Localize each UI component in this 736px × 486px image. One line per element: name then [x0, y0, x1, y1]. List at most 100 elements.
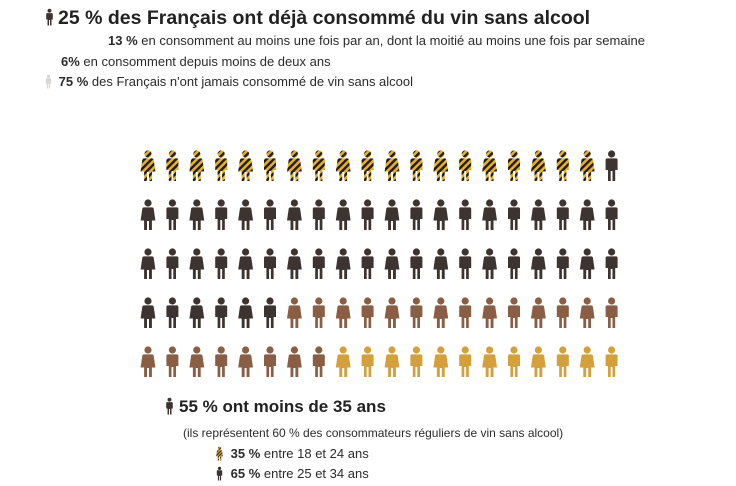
person-yearly_other	[508, 248, 520, 279]
person-weekly	[166, 150, 179, 181]
person-yearly_other	[140, 297, 156, 328]
person-gold	[579, 346, 595, 377]
person-yearly_other	[579, 199, 595, 230]
person-weekly	[238, 150, 253, 181]
person-yearly_other	[433, 199, 449, 230]
person-gold	[410, 346, 423, 377]
person-icon-dark	[216, 466, 223, 481]
stat-75-line: 75 % des Français n'ont jamais consommé …	[44, 74, 413, 89]
person-yearly_other	[410, 248, 423, 279]
stat-13-value: 13 %	[108, 33, 138, 48]
person-weekly	[433, 150, 449, 181]
age-title: 55 % ont moins de 35 ans	[164, 397, 386, 417]
person-weekly	[579, 150, 595, 181]
stat-6-text: en consomment depuis moins de deux ans	[83, 54, 331, 69]
person-mid_brown	[531, 297, 546, 328]
person-gold	[384, 346, 400, 377]
person-yearly_other	[166, 199, 179, 230]
stat-13-text: en consomment au moins une fois par an, …	[141, 33, 645, 48]
person-weekly	[482, 150, 497, 181]
person-weekly	[361, 150, 374, 181]
person-weekly	[264, 150, 276, 181]
person-yearly_other	[384, 248, 400, 279]
person-mid_brown	[166, 346, 179, 377]
person-mid_brown	[433, 297, 449, 328]
age-group-25-34: 65 % entre 25 et 34 ans	[215, 466, 369, 481]
stat-75-text: des Français n'ont jamais consommé de vi…	[91, 74, 414, 89]
person-weekly	[189, 150, 205, 181]
person-weekly	[140, 150, 156, 181]
person-recent_6	[361, 297, 374, 328]
person-recent_6	[312, 297, 325, 328]
person-yearly_other	[482, 199, 497, 230]
person-yearly_other	[287, 248, 302, 279]
person-yearly_other	[215, 297, 228, 328]
person-gold	[335, 346, 351, 377]
age-group-25-34-value: 65 %	[230, 466, 261, 481]
age-subtitle: (ils représentent 60 % des consommateurs…	[183, 426, 564, 440]
stat-75-value: 75 %	[58, 74, 89, 89]
person-yearly_other	[189, 199, 205, 230]
person-yearly_other	[166, 297, 179, 328]
person-gold	[361, 346, 374, 377]
person-gold	[605, 346, 618, 377]
person-icon	[166, 397, 173, 415]
person-yearly_other	[579, 248, 595, 279]
person-yearly_other	[189, 297, 205, 328]
person-recent_6	[410, 297, 423, 328]
person-yearly_other	[140, 199, 156, 230]
person-gold	[556, 346, 569, 377]
person-mid_brown	[189, 346, 205, 377]
headline: 25 % des Français ont déjà consommé du v…	[44, 7, 590, 30]
person-yearly_other	[459, 199, 472, 230]
person-gold	[433, 346, 449, 377]
person-yearly_other	[361, 199, 374, 230]
person-icon-striped	[216, 446, 223, 461]
person-mid_brown	[215, 346, 228, 377]
person-recent_6	[287, 297, 302, 328]
person-mid_brown	[579, 297, 595, 328]
person-yearly_other	[215, 199, 228, 230]
person-weekly	[335, 150, 351, 181]
person-yearly_other	[189, 248, 205, 279]
person-mid_brown	[459, 297, 472, 328]
person-mid_brown	[482, 297, 497, 328]
person-gold	[459, 346, 472, 377]
person-yearly_other	[459, 248, 472, 279]
person-weekly	[556, 150, 569, 181]
person-yearly_other	[433, 248, 449, 279]
age-group-18-24-text: entre 18 et 24 ans	[263, 446, 369, 461]
person-weekly	[384, 150, 400, 181]
person-yearly_other	[335, 248, 351, 279]
person-yearly_other	[384, 199, 400, 230]
person-yearly_other	[287, 199, 302, 230]
person-yearly_other	[361, 248, 374, 279]
person-yearly_other	[215, 248, 228, 279]
person-gold	[482, 346, 497, 377]
age-group-18-24: 35 % entre 18 et 24 ans	[215, 446, 369, 461]
person-weekly	[287, 150, 302, 181]
person-gold	[531, 346, 546, 377]
person-mid_brown	[605, 297, 618, 328]
person-yearly_other	[166, 248, 179, 279]
person-mid_brown	[556, 297, 569, 328]
person-yearly_other	[605, 150, 618, 181]
age-title-text: 55 % ont moins de 35 ans	[179, 397, 386, 416]
person-mid_brown	[238, 346, 253, 377]
person-yearly_other	[605, 248, 618, 279]
person-yearly_other	[264, 199, 276, 230]
person-yearly_other	[410, 199, 423, 230]
person-weekly	[508, 150, 520, 181]
person-weekly	[531, 150, 546, 181]
person-mid_brown	[508, 297, 520, 328]
person-yearly_other	[238, 199, 253, 230]
person-gold	[508, 346, 520, 377]
stat-6-line: 6% en consomment depuis moins de deux an…	[61, 54, 331, 69]
headline-text: 25 % des Français ont déjà consommé du v…	[58, 7, 591, 29]
person-weekly	[215, 150, 228, 181]
person-mid_brown	[287, 346, 302, 377]
person-recent_6	[335, 297, 351, 328]
person-yearly_other	[531, 199, 546, 230]
person-yearly_other	[238, 297, 253, 328]
stat-13-line: 13 % en consomment au moins une fois par…	[108, 33, 645, 48]
